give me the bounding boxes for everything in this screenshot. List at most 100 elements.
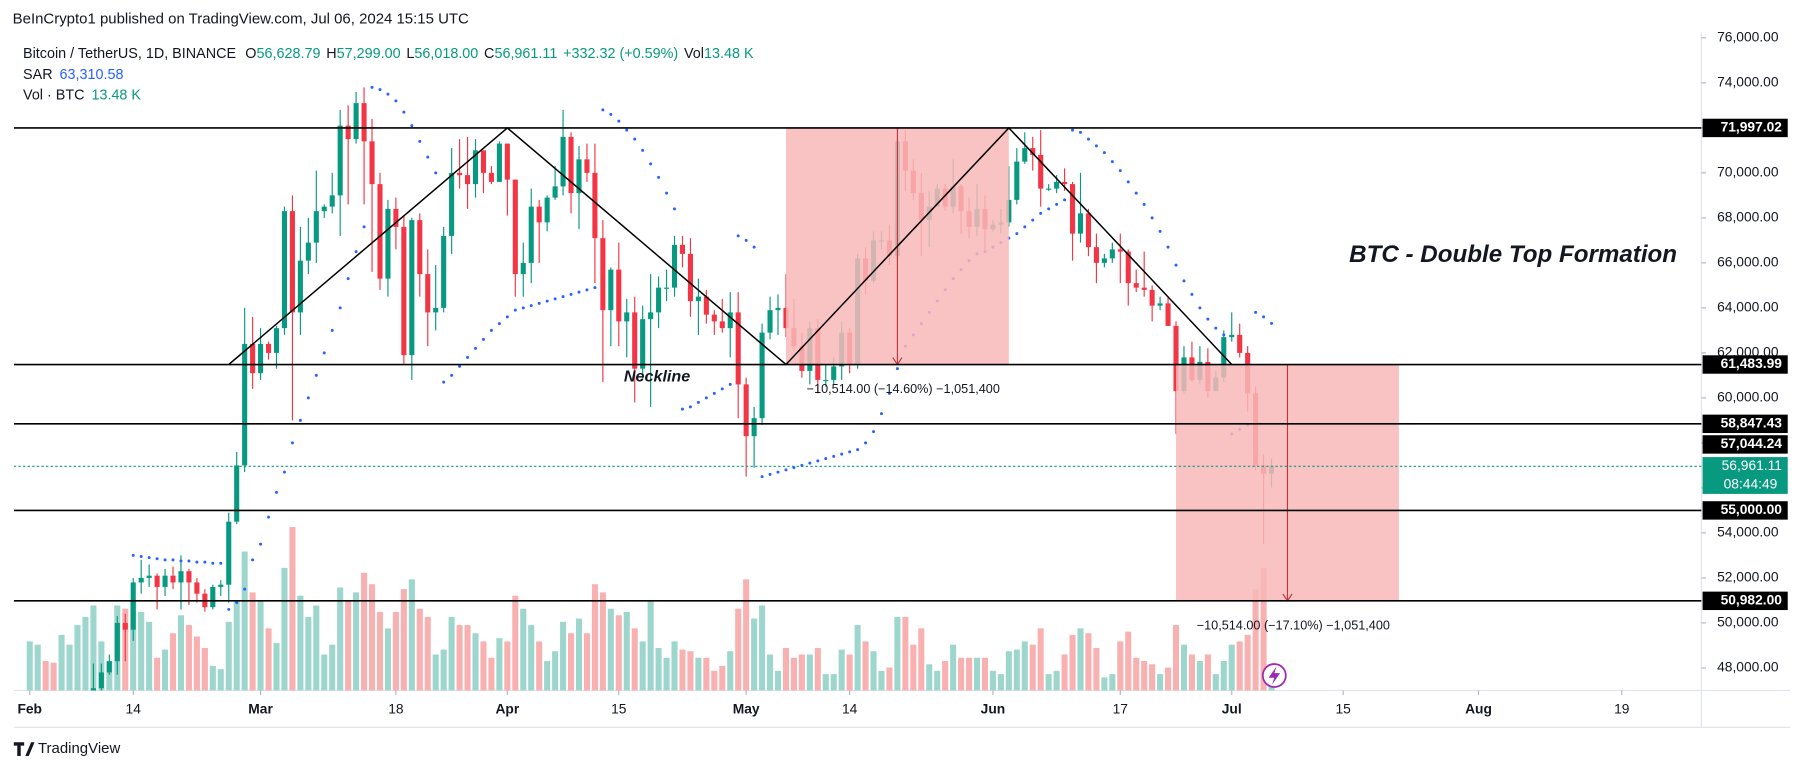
x-tick-label: 14 (126, 701, 142, 717)
candle-body (1229, 334, 1235, 338)
sar-dot (338, 306, 342, 310)
sar-dot (641, 148, 645, 152)
sar-dot (561, 295, 565, 299)
sar-dot (227, 607, 231, 611)
sar-dot (720, 387, 724, 391)
candle-body (170, 575, 176, 583)
volume-bar (58, 634, 65, 691)
volume-bar (26, 641, 33, 691)
sar-dot (426, 155, 430, 159)
volume-bar (966, 657, 973, 691)
volume-bar (1188, 654, 1195, 691)
candle-body (146, 575, 152, 578)
volume-bar (846, 654, 853, 691)
level-box (1702, 591, 1788, 611)
measure-label: −10,514.00 (−14.60%) −1,051,400 (807, 382, 1000, 396)
volume-bar (751, 618, 758, 691)
x-tick-label: 17 (1113, 701, 1128, 717)
replay-icon (1261, 663, 1287, 688)
candle-body (465, 175, 471, 185)
volume-bar (66, 644, 73, 691)
candle-body (385, 208, 391, 279)
volume-bar (169, 633, 177, 691)
volume-bar (1260, 567, 1267, 691)
candle-body (536, 206, 542, 223)
volume-bar (767, 654, 774, 691)
sar-dot (282, 470, 286, 474)
volume-bar (902, 616, 909, 691)
volume-bar (854, 625, 861, 691)
sar-dot (649, 162, 653, 166)
sar-dot (370, 85, 374, 89)
candle-body (1157, 303, 1163, 306)
level-box (1702, 501, 1788, 520)
candle-body (1165, 303, 1171, 326)
volume-bar (50, 662, 57, 691)
header: BeInCrypto1 published on TradingView.com… (13, 11, 469, 28)
volume-bar (1005, 651, 1012, 691)
candle-body (1069, 184, 1076, 234)
candle-body (281, 211, 288, 329)
sar-dot (1198, 306, 1202, 310)
candle-body (289, 211, 295, 313)
volume-bar (400, 589, 407, 691)
legend-value: 56,628.79 (257, 46, 321, 62)
candle-body (210, 586, 216, 608)
level-label: 61,483.99 (1721, 355, 1783, 371)
candle-body (401, 226, 407, 356)
candle-body (1030, 148, 1036, 155)
volume-bar (1180, 644, 1188, 691)
volume-bar (886, 667, 893, 691)
candle-body (735, 312, 741, 385)
volume-bar (305, 616, 312, 691)
volume-bar (989, 670, 996, 691)
candle-body (767, 310, 773, 333)
volume-bar (520, 608, 527, 691)
candle-body (679, 244, 686, 254)
volume-bar (568, 633, 575, 691)
neckline-label: Neckline (624, 368, 690, 386)
sar-dot (275, 490, 279, 494)
volume-bar (496, 638, 503, 691)
sar-dot (346, 277, 350, 281)
sar-dot (665, 191, 669, 195)
y-tick-label: 50,000.00 (1717, 614, 1779, 630)
sar-dot (1031, 218, 1035, 222)
sar-dot (601, 108, 605, 112)
pane (13, 85, 1702, 691)
volume-bar (663, 657, 670, 691)
sar-dot (680, 407, 684, 411)
candle-body (480, 150, 487, 173)
candle-body (337, 125, 343, 196)
candle-body (313, 211, 319, 243)
candle-body (98, 672, 104, 689)
sar-dot (1270, 321, 1274, 325)
sar-dot (1126, 180, 1130, 184)
sar-dot (895, 367, 899, 371)
candle-body (1046, 188, 1052, 190)
candle-body (751, 418, 757, 437)
legend-value: 56,018.00 (414, 46, 478, 62)
volume-bar (74, 625, 81, 691)
volume-bar (249, 592, 256, 691)
legend-value: 13.48 K (704, 46, 754, 62)
volume-bar (353, 592, 360, 691)
sar-dot (887, 391, 891, 395)
volume-bar (448, 616, 455, 691)
overlay: −10,514.00 (−14.60%) −1,051,400 −10,514.0… (624, 241, 1677, 633)
candle-body (552, 186, 558, 198)
level-label: 55,000.00 (1721, 501, 1783, 517)
sar-dot (147, 556, 151, 560)
candle-body (775, 307, 781, 311)
candle-body (648, 312, 654, 320)
y-tick-label: 48,000.00 (1717, 659, 1779, 675)
sar-dot (784, 468, 788, 472)
candle-body (345, 125, 351, 140)
volume-bar (997, 674, 1004, 691)
volume-bar (1133, 657, 1140, 691)
volume-bar (1013, 649, 1020, 691)
x-tick-label: Jun (981, 701, 1006, 717)
candle-body (178, 571, 184, 583)
level-label: 71,997.02 (1721, 119, 1783, 135)
sar-dot (163, 558, 167, 562)
